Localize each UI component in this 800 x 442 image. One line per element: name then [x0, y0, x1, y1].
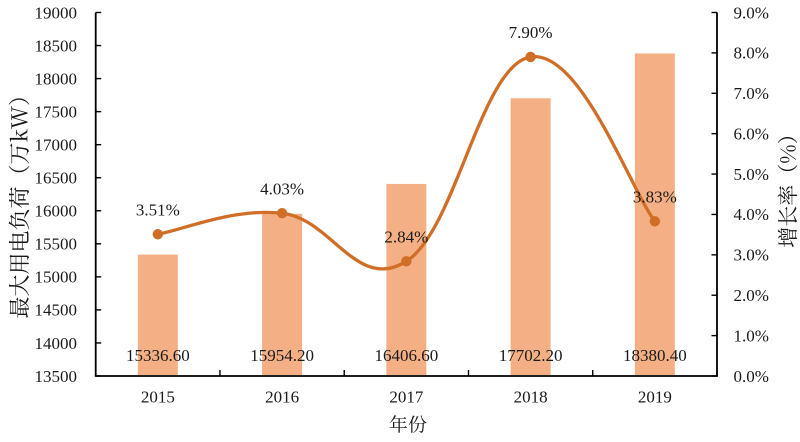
svg-text:15954.20: 15954.20 — [250, 346, 314, 365]
svg-text:2016: 2016 — [265, 387, 299, 406]
svg-text:1.0%: 1.0% — [734, 326, 769, 345]
svg-text:8.0%: 8.0% — [734, 44, 769, 63]
svg-text:15000: 15000 — [35, 268, 78, 287]
svg-text:7.0%: 7.0% — [734, 84, 769, 103]
svg-text:15336.60: 15336.60 — [126, 346, 190, 365]
svg-text:2018: 2018 — [514, 387, 548, 406]
svg-text:7.90%: 7.90% — [509, 23, 553, 42]
svg-text:16000: 16000 — [35, 202, 78, 221]
svg-text:2.0%: 2.0% — [734, 286, 769, 305]
svg-text:0.0%: 0.0% — [734, 367, 769, 386]
svg-text:4.03%: 4.03% — [260, 179, 304, 198]
svg-text:13500: 13500 — [35, 367, 78, 386]
svg-text:2015: 2015 — [141, 387, 175, 406]
svg-text:16500: 16500 — [35, 169, 78, 188]
svg-text:3.51%: 3.51% — [136, 200, 180, 219]
svg-text:14500: 14500 — [35, 301, 78, 320]
svg-text:3.0%: 3.0% — [734, 246, 769, 265]
svg-text:18000: 18000 — [35, 69, 78, 88]
svg-text:5.0%: 5.0% — [734, 165, 769, 184]
svg-text:9.0%: 9.0% — [734, 3, 769, 22]
svg-text:3.83%: 3.83% — [633, 188, 677, 207]
svg-text:18380.40: 18380.40 — [623, 346, 687, 365]
svg-text:2019: 2019 — [638, 387, 672, 406]
svg-text:17702.20: 17702.20 — [499, 346, 563, 365]
svg-text:15500: 15500 — [35, 235, 78, 254]
svg-text:17500: 17500 — [35, 102, 78, 121]
svg-text:18500: 18500 — [35, 36, 78, 55]
svg-text:17000: 17000 — [35, 135, 78, 154]
svg-text:2017: 2017 — [389, 387, 424, 406]
svg-text:6.0%: 6.0% — [734, 124, 769, 143]
svg-text:2.84%: 2.84% — [384, 228, 428, 247]
svg-text:19000: 19000 — [35, 3, 78, 22]
svg-text:16406.60: 16406.60 — [374, 346, 438, 365]
svg-text:14000: 14000 — [35, 334, 78, 353]
svg-text:4.0%: 4.0% — [734, 205, 769, 224]
